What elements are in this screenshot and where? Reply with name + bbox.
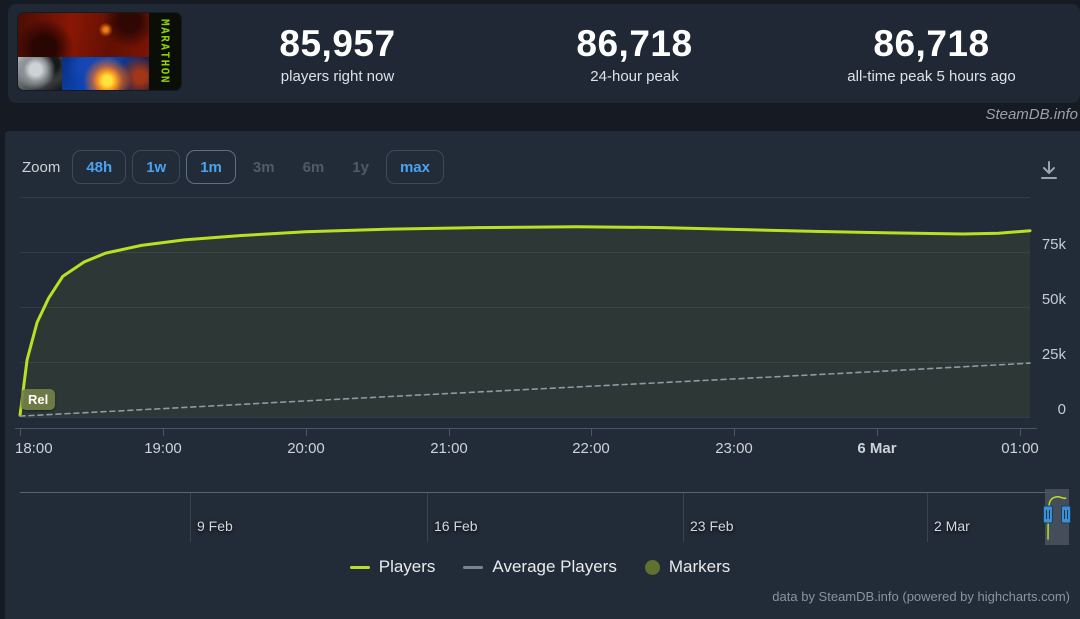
zoom-button-1w[interactable]: 1w xyxy=(132,150,181,184)
average-players-line-swatch xyxy=(463,565,484,569)
y-axis-label: 50k xyxy=(1041,290,1066,308)
current-players-value: 85,957 xyxy=(279,23,396,65)
zoom-button-1m[interactable]: 1m xyxy=(186,150,236,184)
current-players-label: players right now xyxy=(280,67,395,85)
stats-header: MARATHON 85,957 players right now 86,718… xyxy=(8,4,1080,103)
download-chart-button[interactable] xyxy=(1034,156,1064,186)
y-axis-label: 25k xyxy=(1041,345,1066,363)
zoom-button-1y: 1y xyxy=(341,150,380,184)
legend-label-players: Players xyxy=(378,557,436,576)
release-marker-label: Rel xyxy=(28,392,49,407)
chart-credits[interactable]: data by SteamDB.info (powered by highcha… xyxy=(772,589,1070,604)
zoom-label: Zoom xyxy=(22,158,61,176)
game-capsule[interactable]: MARATHON xyxy=(18,13,181,90)
zoom-button-3m: 3m xyxy=(242,150,286,184)
marathon-logo: MARATHON xyxy=(149,13,181,90)
legend-label-average-players: Average Players xyxy=(492,557,617,576)
legend-item-average-players[interactable]: Average Players xyxy=(463,557,617,577)
24h-peak-value: 86,718 xyxy=(576,23,693,65)
y-axis-label: 0 xyxy=(1057,400,1066,418)
zoom-button-6m: 6m xyxy=(292,150,336,184)
navigator-date-label: 23 Feb xyxy=(690,518,734,534)
x-axis-label: 19:00 xyxy=(144,440,182,457)
chart-legend: Players Average Players Markers xyxy=(0,557,1080,577)
x-axis-label: 20:00 xyxy=(287,440,325,457)
alltime-peak-value: 86,718 xyxy=(873,23,990,65)
zoom-buttons: 48h 1w 1m 3m 6m 1y max xyxy=(72,150,444,184)
markers-dot-swatch xyxy=(644,559,660,575)
x-axis-label: 21:00 xyxy=(430,440,468,457)
x-axis-label: 01:00 xyxy=(1001,440,1039,457)
alltime-peak-label: all-time peak 5 hours ago xyxy=(847,67,1016,85)
capsule-artwork xyxy=(18,13,149,90)
download-icon xyxy=(1041,161,1057,179)
zoom-button-max[interactable]: max xyxy=(385,150,444,184)
stat-24h-peak: 86,718 24-hour peak xyxy=(486,4,783,103)
chart-panel xyxy=(5,131,1080,619)
capsule-art-explosion xyxy=(62,57,149,90)
stat-alltime-peak: 86,718 all-time peak 5 hours ago xyxy=(783,4,1080,103)
capsule-art-bottom xyxy=(18,57,149,90)
x-axis-label: 22:00 xyxy=(572,440,610,457)
24h-peak-label: 24-hour peak xyxy=(590,67,679,85)
zoom-button-48h[interactable]: 48h xyxy=(72,150,127,184)
zoom-toolbar: Zoom 48h 1w 1m 3m 6m 1y max xyxy=(22,150,444,184)
steamdb-logo-text[interactable]: SteamDB.info xyxy=(985,106,1078,123)
navigator-date-label: 2 Mar xyxy=(934,518,970,534)
capsule-art-portrait xyxy=(18,57,62,90)
navigator-date-label: 16 Feb xyxy=(434,518,478,534)
capsule-art-red-scene xyxy=(18,13,149,57)
players-line-swatch xyxy=(349,565,370,569)
x-axis-label: 23:00 xyxy=(715,440,753,457)
stat-current-players: 85,957 players right now xyxy=(189,4,486,103)
x-axis-label: 18:00 xyxy=(15,440,53,457)
y-axis-label: 75k xyxy=(1041,235,1066,253)
release-marker-flag[interactable]: Rel xyxy=(21,389,56,410)
legend-item-markers[interactable]: Markers xyxy=(644,557,731,577)
x-axis-label: 6 Mar xyxy=(857,440,897,457)
navigator-date-label: 9 Feb xyxy=(197,518,233,534)
stats-row: 85,957 players right now 86,718 24-hour … xyxy=(189,4,1080,103)
legend-label-markers: Markers xyxy=(668,557,731,576)
legend-item-players[interactable]: Players xyxy=(349,557,436,577)
